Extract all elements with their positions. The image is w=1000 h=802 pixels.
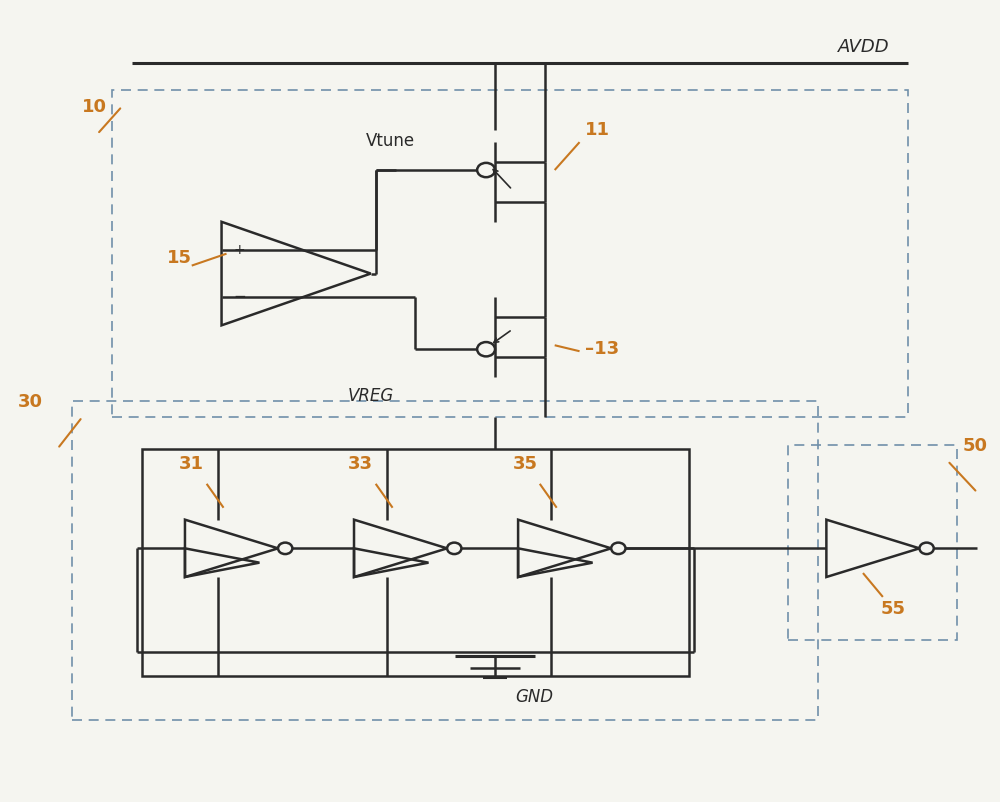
Text: 30: 30 xyxy=(18,393,43,411)
Text: 35: 35 xyxy=(512,455,537,473)
Text: 33: 33 xyxy=(348,455,373,473)
Text: 31: 31 xyxy=(179,455,204,473)
Text: −: − xyxy=(233,290,246,305)
Text: Vtune: Vtune xyxy=(366,132,415,150)
Bar xyxy=(142,449,689,676)
Text: 55: 55 xyxy=(880,600,905,618)
Text: VREG: VREG xyxy=(348,387,394,405)
Text: 15: 15 xyxy=(167,249,192,266)
Text: 11: 11 xyxy=(585,121,610,140)
Bar xyxy=(72,401,818,719)
Text: +: + xyxy=(234,243,245,257)
Text: 50: 50 xyxy=(962,437,987,455)
Bar xyxy=(788,445,957,640)
Bar xyxy=(112,91,908,417)
Text: GND: GND xyxy=(515,688,553,706)
Text: AVDD: AVDD xyxy=(838,38,890,56)
Text: 10: 10 xyxy=(82,99,107,116)
Text: –13: –13 xyxy=(585,340,619,358)
